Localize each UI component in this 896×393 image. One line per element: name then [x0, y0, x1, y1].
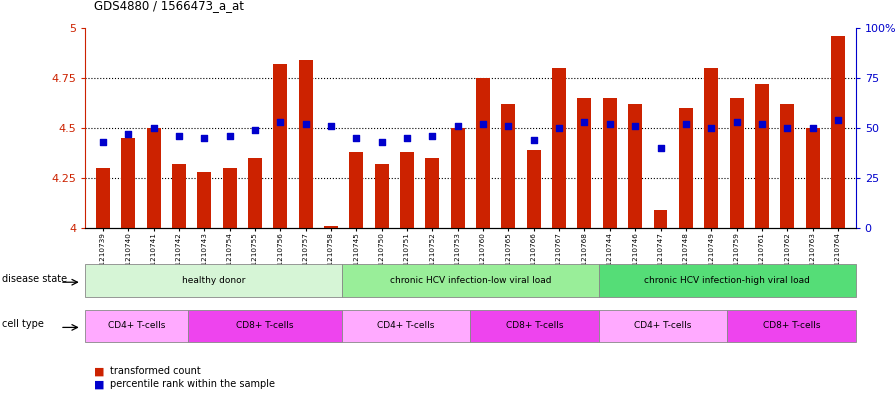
Bar [324, 226, 338, 228]
Bar [222, 168, 237, 228]
Text: GDS4880 / 1566473_a_at: GDS4880 / 1566473_a_at [94, 0, 244, 12]
Point [298, 121, 313, 127]
Point [831, 117, 845, 123]
Bar [349, 152, 363, 228]
Bar [653, 210, 668, 228]
Text: percentile rank within the sample: percentile rank within the sample [110, 379, 275, 389]
Bar [147, 128, 160, 228]
Point [806, 125, 820, 131]
Bar [831, 35, 845, 228]
Point [729, 119, 744, 125]
Bar [172, 164, 185, 228]
Bar [552, 68, 566, 228]
Bar [780, 104, 794, 228]
Point [653, 145, 668, 151]
Bar [96, 168, 110, 228]
Point [678, 121, 693, 127]
Bar [603, 97, 616, 228]
Point [197, 134, 211, 141]
Text: chronic HCV infection-high viral load: chronic HCV infection-high viral load [644, 276, 810, 285]
Bar [298, 60, 313, 228]
Bar [273, 64, 288, 228]
Bar [527, 150, 541, 228]
Bar [400, 152, 414, 228]
Text: cell type: cell type [2, 319, 44, 329]
Bar [375, 164, 389, 228]
Text: chronic HCV infection-low viral load: chronic HCV infection-low viral load [390, 276, 551, 285]
Point [146, 125, 160, 131]
Bar [704, 68, 719, 228]
Bar [426, 158, 439, 228]
Bar [679, 108, 693, 228]
Bar [755, 84, 769, 228]
Bar [806, 128, 820, 228]
Text: CD4+ T-cells: CD4+ T-cells [108, 321, 165, 330]
Text: CD4+ T-cells: CD4+ T-cells [634, 321, 692, 330]
Text: ■: ■ [94, 366, 105, 376]
Bar [451, 128, 465, 228]
Point [172, 132, 186, 139]
Bar [197, 172, 211, 228]
Bar [121, 138, 135, 228]
Point [476, 121, 490, 127]
Bar [476, 78, 490, 228]
Bar [502, 104, 515, 228]
Text: disease state: disease state [2, 274, 67, 284]
Point [273, 119, 288, 125]
Text: CD8+ T-cells: CD8+ T-cells [237, 321, 294, 330]
Text: healthy donor: healthy donor [182, 276, 246, 285]
Point [527, 137, 541, 143]
Text: CD4+ T-cells: CD4+ T-cells [377, 321, 435, 330]
Point [96, 139, 110, 145]
Point [323, 123, 338, 129]
Point [426, 132, 440, 139]
Point [222, 132, 237, 139]
Bar [628, 104, 642, 228]
Bar [578, 97, 591, 228]
Point [501, 123, 515, 129]
Point [400, 134, 414, 141]
Bar [248, 158, 262, 228]
Text: ■: ■ [94, 379, 105, 389]
Point [121, 130, 135, 137]
Text: CD8+ T-cells: CD8+ T-cells [506, 321, 564, 330]
Point [577, 119, 591, 125]
Text: transformed count: transformed count [110, 366, 201, 376]
Bar [729, 97, 744, 228]
Text: CD8+ T-cells: CD8+ T-cells [762, 321, 820, 330]
Point [349, 134, 364, 141]
Point [552, 125, 566, 131]
Point [248, 127, 263, 133]
Point [704, 125, 719, 131]
Point [754, 121, 769, 127]
Point [780, 125, 795, 131]
Point [603, 121, 617, 127]
Point [628, 123, 642, 129]
Point [451, 123, 465, 129]
Point [375, 139, 389, 145]
